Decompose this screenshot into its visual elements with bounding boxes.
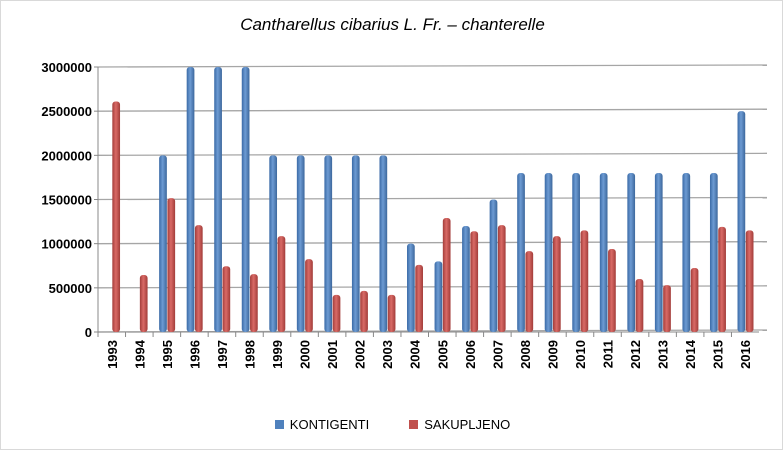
bar-sakupljeno-1996 [194, 225, 203, 332]
x-tick-label: 2002 [353, 340, 368, 369]
bar-kontigenti-2010 [572, 173, 580, 332]
x-tick-label: 1998 [242, 340, 257, 369]
bar-sakupljeno-2009 [552, 236, 561, 332]
x-tick-label: 2011 [601, 340, 616, 368]
bar-kontigenti-1996 [186, 67, 195, 332]
bar-sakupljeno-2015 [718, 226, 726, 332]
bar-sakupljeno-2006 [470, 231, 479, 332]
x-tick-label: 1996 [187, 340, 202, 369]
x-tick-label: 1997 [215, 340, 230, 369]
gridline [97, 64, 768, 68]
bar-sakupljeno-2001 [332, 294, 341, 332]
bar-kontigenti-2000 [296, 155, 305, 332]
bar-sakupljeno-2007 [497, 225, 506, 332]
x-tick-label: 2001 [325, 340, 340, 369]
bar-kontigenti-2001 [324, 155, 333, 332]
bar-kontigenti-2003 [379, 155, 388, 332]
x-tick-label: 2005 [435, 340, 450, 369]
bar-sakupljeno-2005 [442, 218, 451, 332]
bar-sakupljeno-1998 [250, 274, 258, 332]
bar-sakupljeno-1994 [139, 275, 148, 332]
bar-kontigenti-2002 [351, 155, 360, 332]
bar-kontigenti-2009 [544, 173, 553, 332]
y-tick-label: 3000000 [41, 60, 92, 75]
bar-sakupljeno-2011 [608, 248, 616, 332]
legend-swatch [274, 420, 284, 429]
bar-kontigenti-2013 [654, 173, 663, 332]
bar-kontigenti-2004 [407, 243, 415, 332]
bar-kontigenti-2005 [434, 261, 443, 332]
bar-kontigenti-2015 [709, 173, 718, 332]
y-tick-label: 1000000 [41, 237, 92, 252]
x-tick-label: 2004 [408, 339, 423, 369]
x-tick-label: 2012 [628, 340, 643, 369]
legend-item-kontigenti: KONTIGENTI [274, 417, 370, 432]
x-tick-label: 2010 [573, 340, 588, 369]
x-tick-label: 2009 [545, 340, 560, 369]
bar-sakupljeno-2003 [387, 294, 396, 332]
legend-label: KONTIGENTI [289, 417, 370, 432]
bar-sakupljeno-2013 [663, 285, 671, 332]
bar-kontigenti-2012 [627, 173, 636, 332]
x-tick-label: 1999 [270, 340, 285, 369]
bar-sakupljeno-1993 [112, 101, 121, 332]
x-tick-label: 1994 [132, 339, 147, 369]
y-tick-label: 500000 [49, 281, 92, 296]
bar-kontigenti-1995 [159, 155, 167, 332]
bar-sakupljeno-2000 [305, 259, 313, 332]
legend-swatch [409, 420, 419, 429]
x-tick-label: 2007 [490, 340, 505, 369]
x-tick-label: 2003 [380, 340, 395, 369]
y-tick-label: 2500000 [41, 104, 92, 119]
bar-kontigenti-2007 [489, 199, 498, 332]
bar-kontigenti-1998 [241, 67, 250, 332]
bar-sakupljeno-2010 [580, 230, 589, 332]
bar-sakupljeno-2004 [415, 264, 423, 332]
bar-kontigenti-1997 [214, 67, 222, 332]
y-tick-label: 2000000 [41, 148, 92, 163]
x-tick-label: 2013 [656, 340, 671, 369]
x-tick-label: 2016 [738, 340, 753, 369]
gridline [97, 108, 768, 112]
bar-sakupljeno-2016 [745, 230, 754, 332]
bar-sakupljeno-1995 [167, 198, 176, 332]
bar-kontigenti-2014 [682, 173, 691, 332]
legend: KONTIGENTI SAKUPLJENO [1, 417, 783, 432]
x-tick-label: 2014 [683, 339, 698, 369]
bar-kontigenti-1999 [269, 155, 278, 332]
x-tick-label: 1993 [105, 340, 120, 369]
bar-sakupljeno-2008 [525, 251, 534, 332]
bar-kontigenti-2006 [462, 226, 470, 332]
bar-sakupljeno-2002 [360, 290, 368, 332]
x-tick-label: 2000 [298, 340, 313, 369]
bar-kontigenti-2008 [517, 173, 525, 332]
y-tick-label: 1500000 [41, 193, 92, 208]
bar-sakupljeno-2014 [690, 267, 699, 332]
legend-label: SAKUPLJENO [424, 417, 511, 432]
bar-sakupljeno-2012 [635, 279, 644, 332]
bar-sakupljeno-1999 [277, 236, 286, 332]
chart-title: Cantharellus cibarius L. Fr. – chanterel… [240, 15, 545, 34]
bar-kontigenti-2016 [737, 111, 746, 333]
gridline [97, 196, 768, 201]
legend-item-sakupljeno: SAKUPLJENO [409, 417, 510, 432]
bar-sakupljeno-1997 [222, 266, 231, 332]
x-tick-label: 2008 [518, 340, 533, 369]
x-tick-label: 2015 [711, 340, 726, 369]
y-tick-label: 0 [85, 325, 92, 340]
gridline [97, 152, 768, 156]
x-tick-label: 1995 [160, 340, 175, 369]
x-tick-label: 2006 [463, 340, 478, 369]
bar-kontigenti-2011 [599, 173, 608, 332]
